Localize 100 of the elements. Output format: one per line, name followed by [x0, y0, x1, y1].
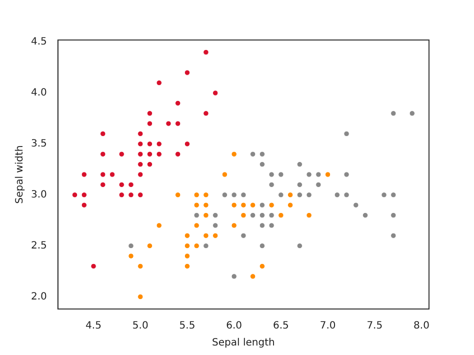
point: [240, 202, 246, 208]
point: [212, 222, 218, 228]
point: [390, 212, 396, 218]
x-tick-label: 7.5: [366, 320, 383, 332]
point: [287, 192, 294, 198]
point: [344, 192, 350, 198]
point: [166, 120, 172, 126]
point: [381, 192, 387, 198]
point: [296, 242, 303, 249]
point: [81, 202, 87, 208]
point: [138, 294, 144, 300]
y-tick-label: 4.5: [30, 36, 47, 48]
point: [296, 161, 303, 168]
point: [316, 182, 322, 188]
point: [287, 202, 294, 208]
point: [146, 151, 153, 157]
y-tick-label: 2.5: [30, 240, 47, 252]
point: [146, 242, 153, 249]
y-tick-label: 3.5: [30, 138, 47, 150]
point: [390, 110, 396, 116]
point: [250, 151, 256, 157]
point: [72, 192, 78, 198]
point: [231, 274, 237, 280]
y-tick-label: 3.0: [30, 189, 47, 200]
point: [184, 70, 190, 76]
point: [138, 141, 144, 147]
point: [100, 130, 106, 137]
x-tick-label: 5.0: [132, 320, 148, 332]
point: [203, 192, 209, 198]
point: [259, 202, 266, 208]
point: [259, 242, 266, 249]
point: [212, 212, 218, 218]
x-axis-title: Sepal length: [212, 338, 275, 349]
point: [250, 212, 256, 218]
x-tick-label: 6.5: [272, 320, 289, 332]
point: [344, 130, 350, 137]
point: [203, 110, 209, 116]
point: [268, 222, 274, 228]
point: [268, 182, 274, 188]
point: [175, 192, 181, 198]
point: [390, 232, 396, 238]
point: [81, 172, 87, 178]
point: [156, 80, 162, 86]
point: [250, 274, 256, 280]
point: [324, 172, 331, 178]
point: [278, 212, 284, 218]
point: [175, 100, 181, 106]
point: [175, 120, 181, 126]
point: [362, 212, 368, 218]
point: [278, 172, 284, 178]
point: [194, 222, 200, 228]
x-tick-label: 7.0: [320, 320, 336, 332]
point: [138, 130, 144, 137]
point: [100, 182, 106, 188]
point: [194, 212, 200, 218]
point: [138, 263, 144, 270]
x-tick-label: 8.0: [414, 320, 430, 332]
point: [194, 242, 200, 249]
point: [231, 222, 237, 228]
point: [194, 192, 200, 198]
point: [100, 151, 106, 157]
point: [296, 182, 303, 188]
point: [138, 151, 144, 157]
point: [259, 263, 266, 270]
point: [259, 212, 266, 218]
point: [118, 182, 124, 188]
point: [390, 192, 396, 198]
point: [268, 212, 274, 218]
point: [146, 161, 153, 168]
point: [231, 151, 237, 157]
point: [278, 192, 284, 198]
point: [90, 263, 96, 270]
point: [316, 172, 322, 178]
point: [109, 172, 116, 178]
point: [222, 172, 228, 178]
point: [203, 49, 209, 56]
point: [306, 172, 312, 178]
point: [306, 192, 312, 198]
point: [138, 192, 144, 198]
y-tick-label: 2.0: [30, 291, 47, 302]
point: [296, 192, 303, 198]
x-tick-label: 6.0: [226, 320, 242, 332]
point: [212, 90, 218, 96]
point: [259, 151, 266, 157]
point: [146, 141, 153, 147]
y-tick-label: 4.0: [30, 88, 47, 99]
point: [268, 202, 274, 208]
point: [138, 161, 144, 168]
point: [184, 263, 190, 270]
point: [156, 141, 162, 147]
point: [222, 192, 228, 198]
point: [128, 253, 134, 259]
point: [409, 110, 415, 116]
point: [146, 120, 153, 126]
point: [259, 222, 266, 228]
point: [240, 212, 246, 218]
x-tick-label: 4.5: [86, 320, 102, 332]
point: [240, 192, 246, 198]
point: [184, 242, 190, 249]
point: [306, 212, 312, 218]
